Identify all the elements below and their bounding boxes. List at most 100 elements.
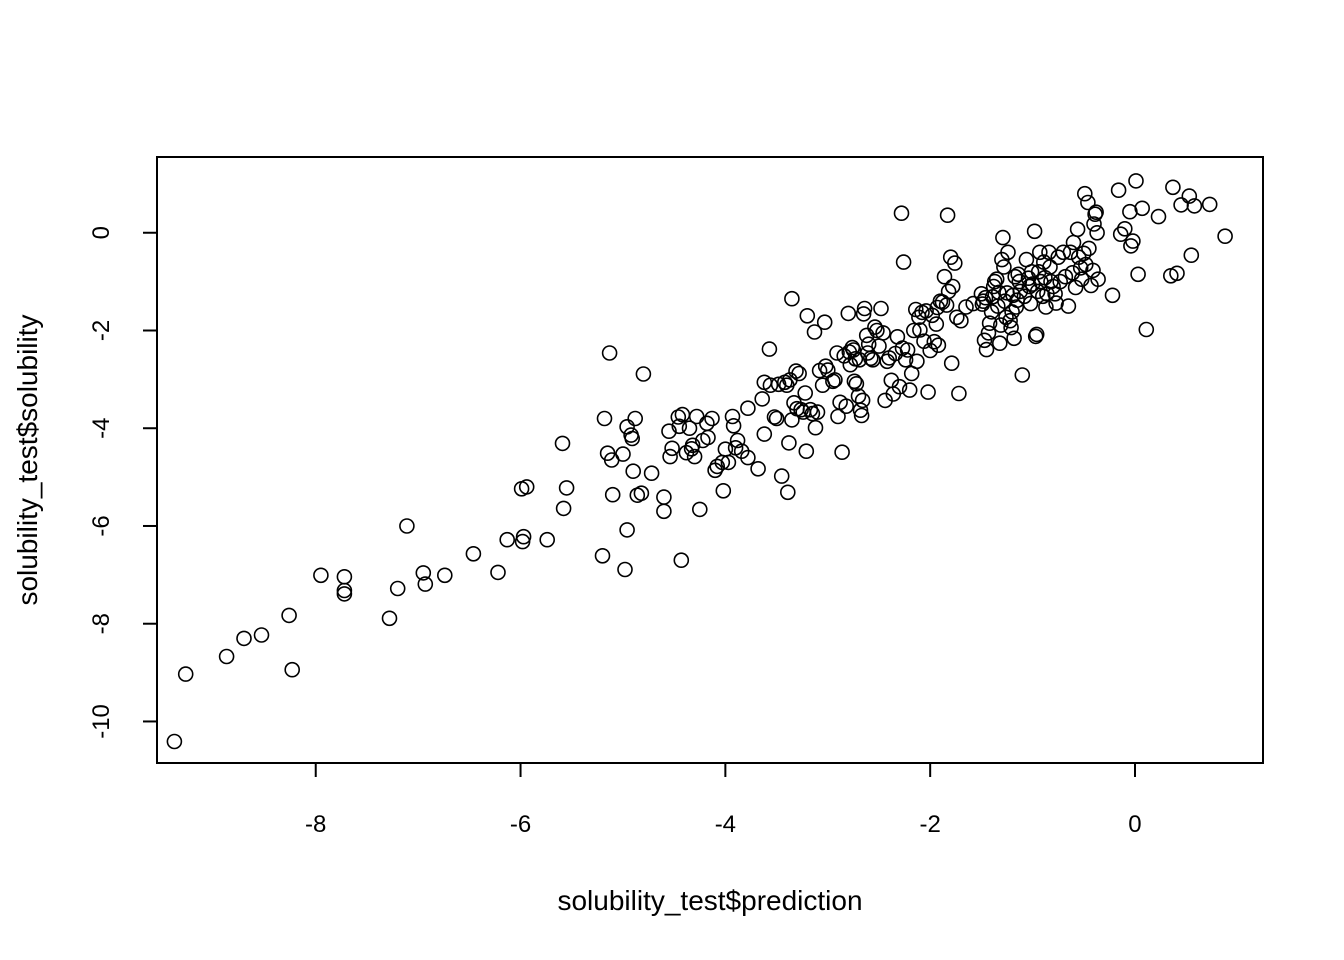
data-point [539, 531, 556, 548]
y-tick-label: -8 [88, 613, 115, 634]
y-tick-label: -10 [88, 704, 115, 739]
data-point [791, 365, 807, 382]
x-tick-label: -4 [715, 811, 736, 838]
data-point [875, 325, 891, 341]
data-point [1138, 321, 1155, 338]
data-point [756, 426, 773, 442]
data-point [973, 285, 990, 302]
data-point [977, 289, 994, 306]
data-point [773, 468, 790, 484]
data-point [768, 410, 785, 427]
x-tick-label: -8 [305, 811, 326, 838]
data-point [895, 254, 912, 270]
data-point [897, 351, 914, 368]
data-point [799, 307, 816, 324]
data-point [922, 342, 939, 359]
data-point [879, 353, 896, 370]
data-point [852, 402, 869, 419]
data-point [766, 409, 783, 425]
data-point [389, 580, 406, 597]
data-point [788, 363, 804, 379]
data-point [1012, 283, 1029, 300]
data-point [1186, 198, 1203, 214]
data-point [920, 384, 936, 400]
data-point [901, 382, 918, 398]
data-point [1032, 244, 1048, 261]
data-point [499, 531, 516, 548]
data-point [943, 355, 960, 372]
data-point [604, 486, 621, 503]
data-point [779, 484, 796, 501]
data-point [1104, 287, 1121, 304]
data-point [842, 356, 859, 373]
data-point [816, 314, 833, 331]
data-point [1028, 326, 1045, 343]
data-point [995, 229, 1011, 246]
data-point [619, 522, 635, 538]
data-point [986, 273, 1003, 290]
data-point [1005, 287, 1021, 304]
data-point [940, 283, 957, 300]
data-point [1088, 204, 1104, 220]
data-point [1150, 208, 1167, 225]
data-point [1125, 233, 1141, 249]
data-point [253, 627, 270, 643]
data-point [981, 315, 998, 332]
data-point [704, 410, 720, 427]
data-point [633, 485, 650, 502]
data-point [860, 336, 877, 353]
x-tick-label: -6 [510, 811, 531, 838]
data-point [928, 316, 945, 332]
data-point [656, 503, 672, 520]
data-point [399, 518, 415, 534]
data-point [809, 404, 826, 420]
y-tick-label: 0 [88, 226, 115, 239]
data-point [784, 290, 800, 307]
data-point [336, 586, 353, 602]
data-point [958, 299, 974, 315]
data-point [1181, 188, 1198, 204]
data-point [281, 607, 297, 624]
data-point [1022, 295, 1039, 312]
data-point [1217, 228, 1233, 244]
data-point [855, 306, 872, 322]
data-point [1052, 273, 1068, 290]
data-point [838, 398, 855, 415]
data-point [846, 373, 863, 390]
data-point [218, 648, 235, 665]
data-point [825, 373, 841, 390]
data-point [909, 353, 925, 370]
data-point [615, 446, 631, 462]
data-point [284, 661, 301, 678]
points-layer [166, 173, 1233, 750]
data-point [336, 568, 353, 585]
data-point [978, 341, 995, 358]
data-point [1000, 244, 1016, 261]
y-tick-label: -4 [88, 418, 115, 439]
data-point [829, 345, 845, 361]
data-point [1128, 173, 1144, 189]
data-point [992, 317, 1009, 333]
data-point [1077, 185, 1093, 202]
data-point [236, 630, 252, 647]
data-point [729, 432, 746, 449]
x-tick-label: -2 [920, 811, 941, 838]
y-tick-label: -2 [88, 320, 115, 341]
data-point [1134, 200, 1150, 217]
data-point [1169, 265, 1185, 282]
data-point [951, 385, 967, 402]
data-point [515, 528, 532, 545]
data-point [554, 435, 571, 452]
data-point [1089, 225, 1105, 241]
data-point [1117, 221, 1133, 237]
data-point [627, 410, 644, 427]
data-point [1130, 266, 1146, 283]
data-point [1006, 330, 1022, 347]
data-point [1060, 298, 1077, 314]
data-point [688, 408, 705, 425]
data-point [797, 385, 814, 401]
data-point [905, 322, 922, 339]
data-point [166, 733, 183, 750]
y-axis: -10 -8 -6 -4 -2 0 [88, 226, 158, 739]
x-axis: -8 -6 -4 -2 0 [305, 762, 1142, 838]
